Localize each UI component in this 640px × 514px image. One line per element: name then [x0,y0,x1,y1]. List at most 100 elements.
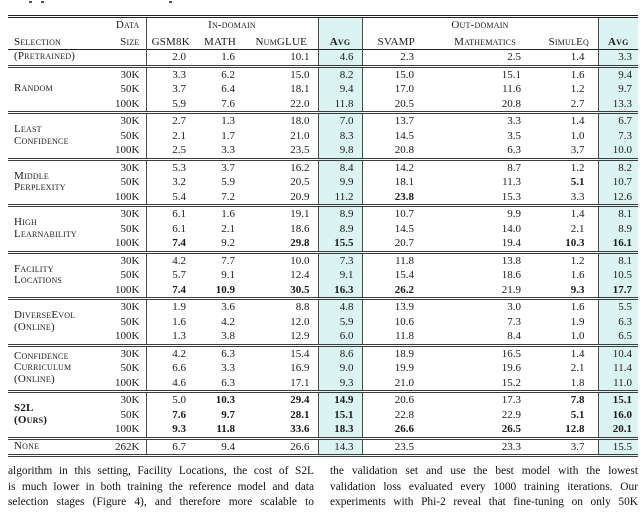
data-size-cell: 30K [120,115,140,127]
header-simuleq: SimulEq [548,35,589,48]
value-cell: 11.8 [317,96,362,113]
value-cell: 1.3 [221,115,235,127]
value-cell: 8.2 [317,66,362,82]
data-size-cell: 30K [120,208,140,220]
table-row: S2L (Ours) 30K 5.0 10.3 29.4 14.9 20.6 17.3 7.8 15… [8,391,638,425]
value-cell: 1.6 [570,269,585,281]
value-cell: 13.8 [501,254,521,267]
value-cell: 10.9 [215,283,235,296]
row-label: Facility Locations [14,262,63,287]
value-cell: 5.9 [317,314,362,329]
value-cell: 17.3 [501,394,521,406]
value-cell: 14.3 [317,438,362,456]
value-cell: 8.9 [317,205,362,222]
data-size-cell: 50K [120,362,140,374]
value-cell: 5.3 [145,159,195,175]
value-cell: 3.7 [570,144,585,156]
row-label: Least Confidence [14,123,69,147]
row-label: None [14,439,40,452]
table-row: 50K 3.7 6.4 18.1 9.4 17.0 11.6 1.2 9.7 [8,82,638,97]
value-cell: 14.5 [361,128,430,143]
value-cell: 15.0 [361,66,430,82]
table-row: 50K 7.6 9.7 28.1 15.1 22.8 22.9 5.1 16.0 [8,407,638,422]
value-cell: 20.1 [597,422,638,438]
value-cell: 8.4 [317,159,362,175]
value-cell: 19.6 [501,362,521,374]
value-cell: 1.8 [570,376,585,389]
row-label: (Pretrained) [14,50,76,63]
value-cell: 14.5 [361,221,430,236]
value-cell: 3.2 [145,175,195,190]
value-cell: 11.4 [597,361,638,376]
value-cell: 19.4 [501,237,521,249]
table-row: 100K 1.3 3.8 12.9 6.0 11.8 8.4 1.0 6.5 [8,329,638,345]
value-cell: 20.7 [361,236,430,252]
table-row: 100K 4.6 6.3 17.1 9.3 21.0 15.2 1.8 11.0 [8,375,638,392]
value-cell: 8.9 [317,221,362,236]
value-cell: 12.0 [290,315,310,328]
table-block: Least Confidence 30K 2.7 1.3 18.0 7.0 13.7 3.3 1.… [8,112,638,159]
value-cell: 15.1 [317,407,362,422]
value-cell: 2.1 [145,128,195,143]
value-cell: 28.1 [290,408,310,421]
value-cell: 6.3 [507,144,521,156]
value-cell: 9.0 [317,361,362,376]
value-cell: 3.3 [221,144,235,156]
table-row: 100K 2.5 3.3 23.5 9.8 20.8 6.3 3.7 10.0 [8,143,638,159]
value-cell: 7.3 [507,315,521,328]
value-cell: 11.6 [502,83,521,95]
value-cell: 12.6 [597,189,638,206]
value-cell: 5.7 [145,268,195,283]
value-cell: 9.4 [597,66,638,82]
data-size-cell: 100K [115,97,140,110]
value-cell: 33.6 [290,423,310,435]
value-cell: 1.2 [570,254,585,267]
value-cell: 20.6 [361,391,430,408]
value-cell: 8.4 [507,330,521,342]
value-cell: 2.5 [145,143,195,159]
table-block: S2L (Ours) 30K 5.0 10.3 29.4 14.9 20.6 17.3 7.8 15… [8,391,638,438]
value-cell: 11.8 [361,329,430,345]
value-cell: 16.5 [501,347,521,360]
table-row: 100K 9.3 11.8 33.6 18.3 26.6 26.5 12.8 20.1 [8,422,638,438]
value-cell: 15.5 [597,438,638,456]
value-cell: 8.1 [597,205,638,222]
body-text-line: is much lower in both training the refer… [8,480,314,493]
value-cell: 3.7 [570,440,585,453]
value-cell: 8.3 [317,128,362,143]
value-cell: 1.4 [570,208,585,220]
table-block: High Learnability 30K 6.1 1.6 19.1 8.9 10.7 9.9 1… [8,205,638,252]
value-cell: 6.6 [145,361,195,376]
value-cell: 17.0 [361,82,430,97]
value-cell: 20.5 [290,176,310,188]
data-size-cell: 30K [120,347,140,360]
value-cell: 15.1 [501,68,521,81]
header-group-out-domain: Out-domain [361,16,598,34]
value-cell: 8.7 [507,161,521,174]
table-row: 100K 7.4 9.2 29.8 15.5 20.7 19.4 10.3 16.1 [8,236,638,252]
value-cell: 1.2 [570,161,585,174]
value-cell: 9.9 [507,208,521,220]
data-size-cell: 50K [120,408,140,421]
value-cell: 3.5 [507,129,521,142]
header-avg-in-spacer [317,16,362,34]
row-label: High Learnability [14,216,77,240]
value-cell: 19.1 [290,208,310,220]
cropped-text-artifact [169,1,172,3]
value-cell: 9.4 [317,82,362,97]
value-cell: 7.4 [145,236,195,252]
value-cell: 10.1 [290,51,310,63]
table-block: DiverseEvol (Online) 30K 1.9 3.6 8.8 4.8 13.9 3.… [8,298,638,345]
value-cell: 16.1 [597,236,638,252]
value-cell: 2.1 [570,222,585,235]
data-size-cell: 50K [120,176,140,188]
value-cell: 8.9 [597,221,638,236]
table-row: 100K 5.9 7.6 22.0 11.8 20.5 20.8 2.7 13.3 [8,96,638,113]
header-group-in-domain: In-domain [145,16,318,34]
value-cell: 6.7 [597,112,638,129]
data-size-cell [108,50,146,67]
value-cell: 8.1 [597,252,638,268]
value-cell: 17.1 [290,376,310,389]
value-cell: 7.8 [570,394,585,406]
table-row: 100K 5.4 7.2 20.9 11.2 23.8 15.3 3.3 12.6 [8,189,638,206]
